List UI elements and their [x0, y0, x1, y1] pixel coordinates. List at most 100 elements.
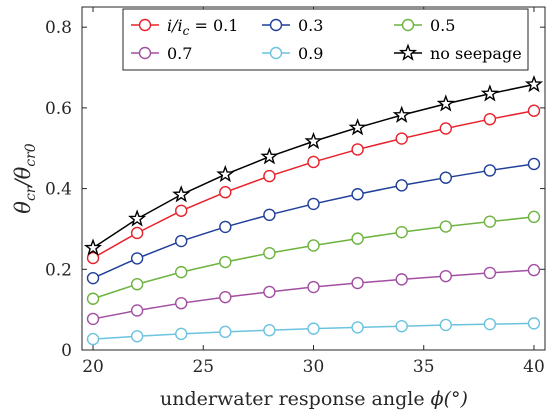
data-point [351, 276, 364, 290]
data-point [263, 169, 276, 183]
legend-entry: 0.7 [131, 44, 192, 63]
data-point [175, 296, 188, 310]
data-point-star [128, 209, 147, 227]
data-point [219, 290, 232, 304]
data-point [483, 266, 497, 280]
data-point [483, 112, 497, 126]
series-5 [83, 74, 544, 256]
data-point [263, 285, 276, 299]
series-3 [86, 263, 541, 326]
x-tick-label: 30 [303, 357, 325, 377]
data-point [130, 330, 144, 343]
legend-label: 0.9 [298, 44, 323, 63]
legend-label: 0.3 [298, 16, 323, 35]
y-tick-label: 0.4 [45, 180, 72, 200]
data-point [269, 18, 283, 32]
series-2 [86, 210, 541, 305]
data-point-star [392, 105, 411, 123]
data-point [130, 226, 144, 240]
data-point [483, 215, 497, 228]
data-point-star [172, 185, 191, 203]
legend-entry: 0.5 [394, 16, 455, 35]
data-point [439, 122, 452, 135]
data-point [175, 265, 188, 279]
data-point [86, 251, 100, 265]
data-point [86, 292, 100, 305]
data-point [395, 273, 408, 286]
data-point [219, 220, 232, 234]
data-point [439, 318, 452, 332]
data-point [351, 188, 364, 201]
data-point [351, 143, 364, 156]
data-point [263, 324, 276, 337]
x-axis-title: underwater response angle ϕ(°) [160, 388, 468, 410]
data-point-star [524, 74, 544, 93]
y-axis-title: θcr/θcr0 [11, 143, 39, 213]
data-point [138, 46, 152, 60]
data-point [269, 46, 283, 60]
data-point [395, 319, 408, 333]
data-point [527, 157, 541, 171]
data-point [86, 312, 100, 326]
legend-entry: no seepage [394, 43, 522, 63]
data-point [483, 317, 497, 331]
data-point [86, 271, 100, 285]
data-point-star [348, 118, 367, 136]
x-tick-label: 20 [82, 357, 104, 377]
series-0 [86, 104, 541, 265]
data-point [307, 322, 320, 335]
series-4 [86, 317, 541, 346]
data-point [130, 304, 144, 317]
data-point [219, 255, 232, 269]
data-point [130, 278, 144, 291]
data-point [527, 210, 541, 224]
data-point [130, 252, 144, 265]
data-point [439, 220, 452, 233]
data-point [86, 332, 100, 346]
data-point-star [260, 147, 279, 165]
data-point [401, 18, 415, 32]
y-tick-label: 0 [61, 341, 72, 361]
data-point-star [480, 84, 499, 102]
y-axis-title-text: θcr/θcr0 [11, 143, 39, 213]
legend-box [122, 8, 529, 71]
data-point [527, 317, 541, 330]
data-point [219, 325, 232, 339]
y-tick-label: 0.6 [45, 99, 72, 119]
data-point [307, 280, 320, 294]
data-point [263, 208, 276, 222]
legend-entry: 0.9 [262, 44, 323, 63]
data-point [527, 104, 541, 117]
data-point [483, 164, 497, 177]
data-point [219, 186, 232, 199]
y-tick-label: 0.8 [45, 18, 72, 38]
x-axis-title-text: underwater response angle [160, 388, 425, 410]
x-tick-label: 35 [413, 357, 435, 377]
x-tick-label: 25 [192, 357, 214, 377]
data-point [439, 171, 452, 184]
legend-label: i/ic = 0.1 [167, 16, 238, 38]
data-point-star [398, 43, 418, 61]
legend-entry: 0.3 [262, 16, 323, 35]
data-point-star [83, 238, 103, 256]
data-point [263, 246, 276, 260]
legend-label: no seepage [430, 44, 522, 63]
data-point [395, 179, 408, 192]
data-point [439, 269, 452, 283]
data-point-star [216, 164, 235, 183]
x-axis-title-symbol: ϕ(°) [431, 388, 468, 410]
data-point [307, 155, 320, 169]
legend-label: 0.5 [430, 16, 455, 35]
data-point [138, 18, 152, 32]
series-1 [86, 157, 541, 285]
data-point [395, 132, 408, 145]
data-point [175, 327, 188, 341]
data-point-star [304, 131, 323, 150]
data-point [307, 239, 320, 252]
axis-ticks: 20 25 30 35 40 0 0.2 0.4 0.6 0.8 [45, 7, 545, 377]
data-point [527, 263, 541, 277]
legend: i/ic = 0.1 0.3 0.5 0.7 0.9 no seepage [122, 8, 529, 71]
data-point-star [436, 94, 455, 112]
legend-label: 0.7 [167, 44, 192, 63]
